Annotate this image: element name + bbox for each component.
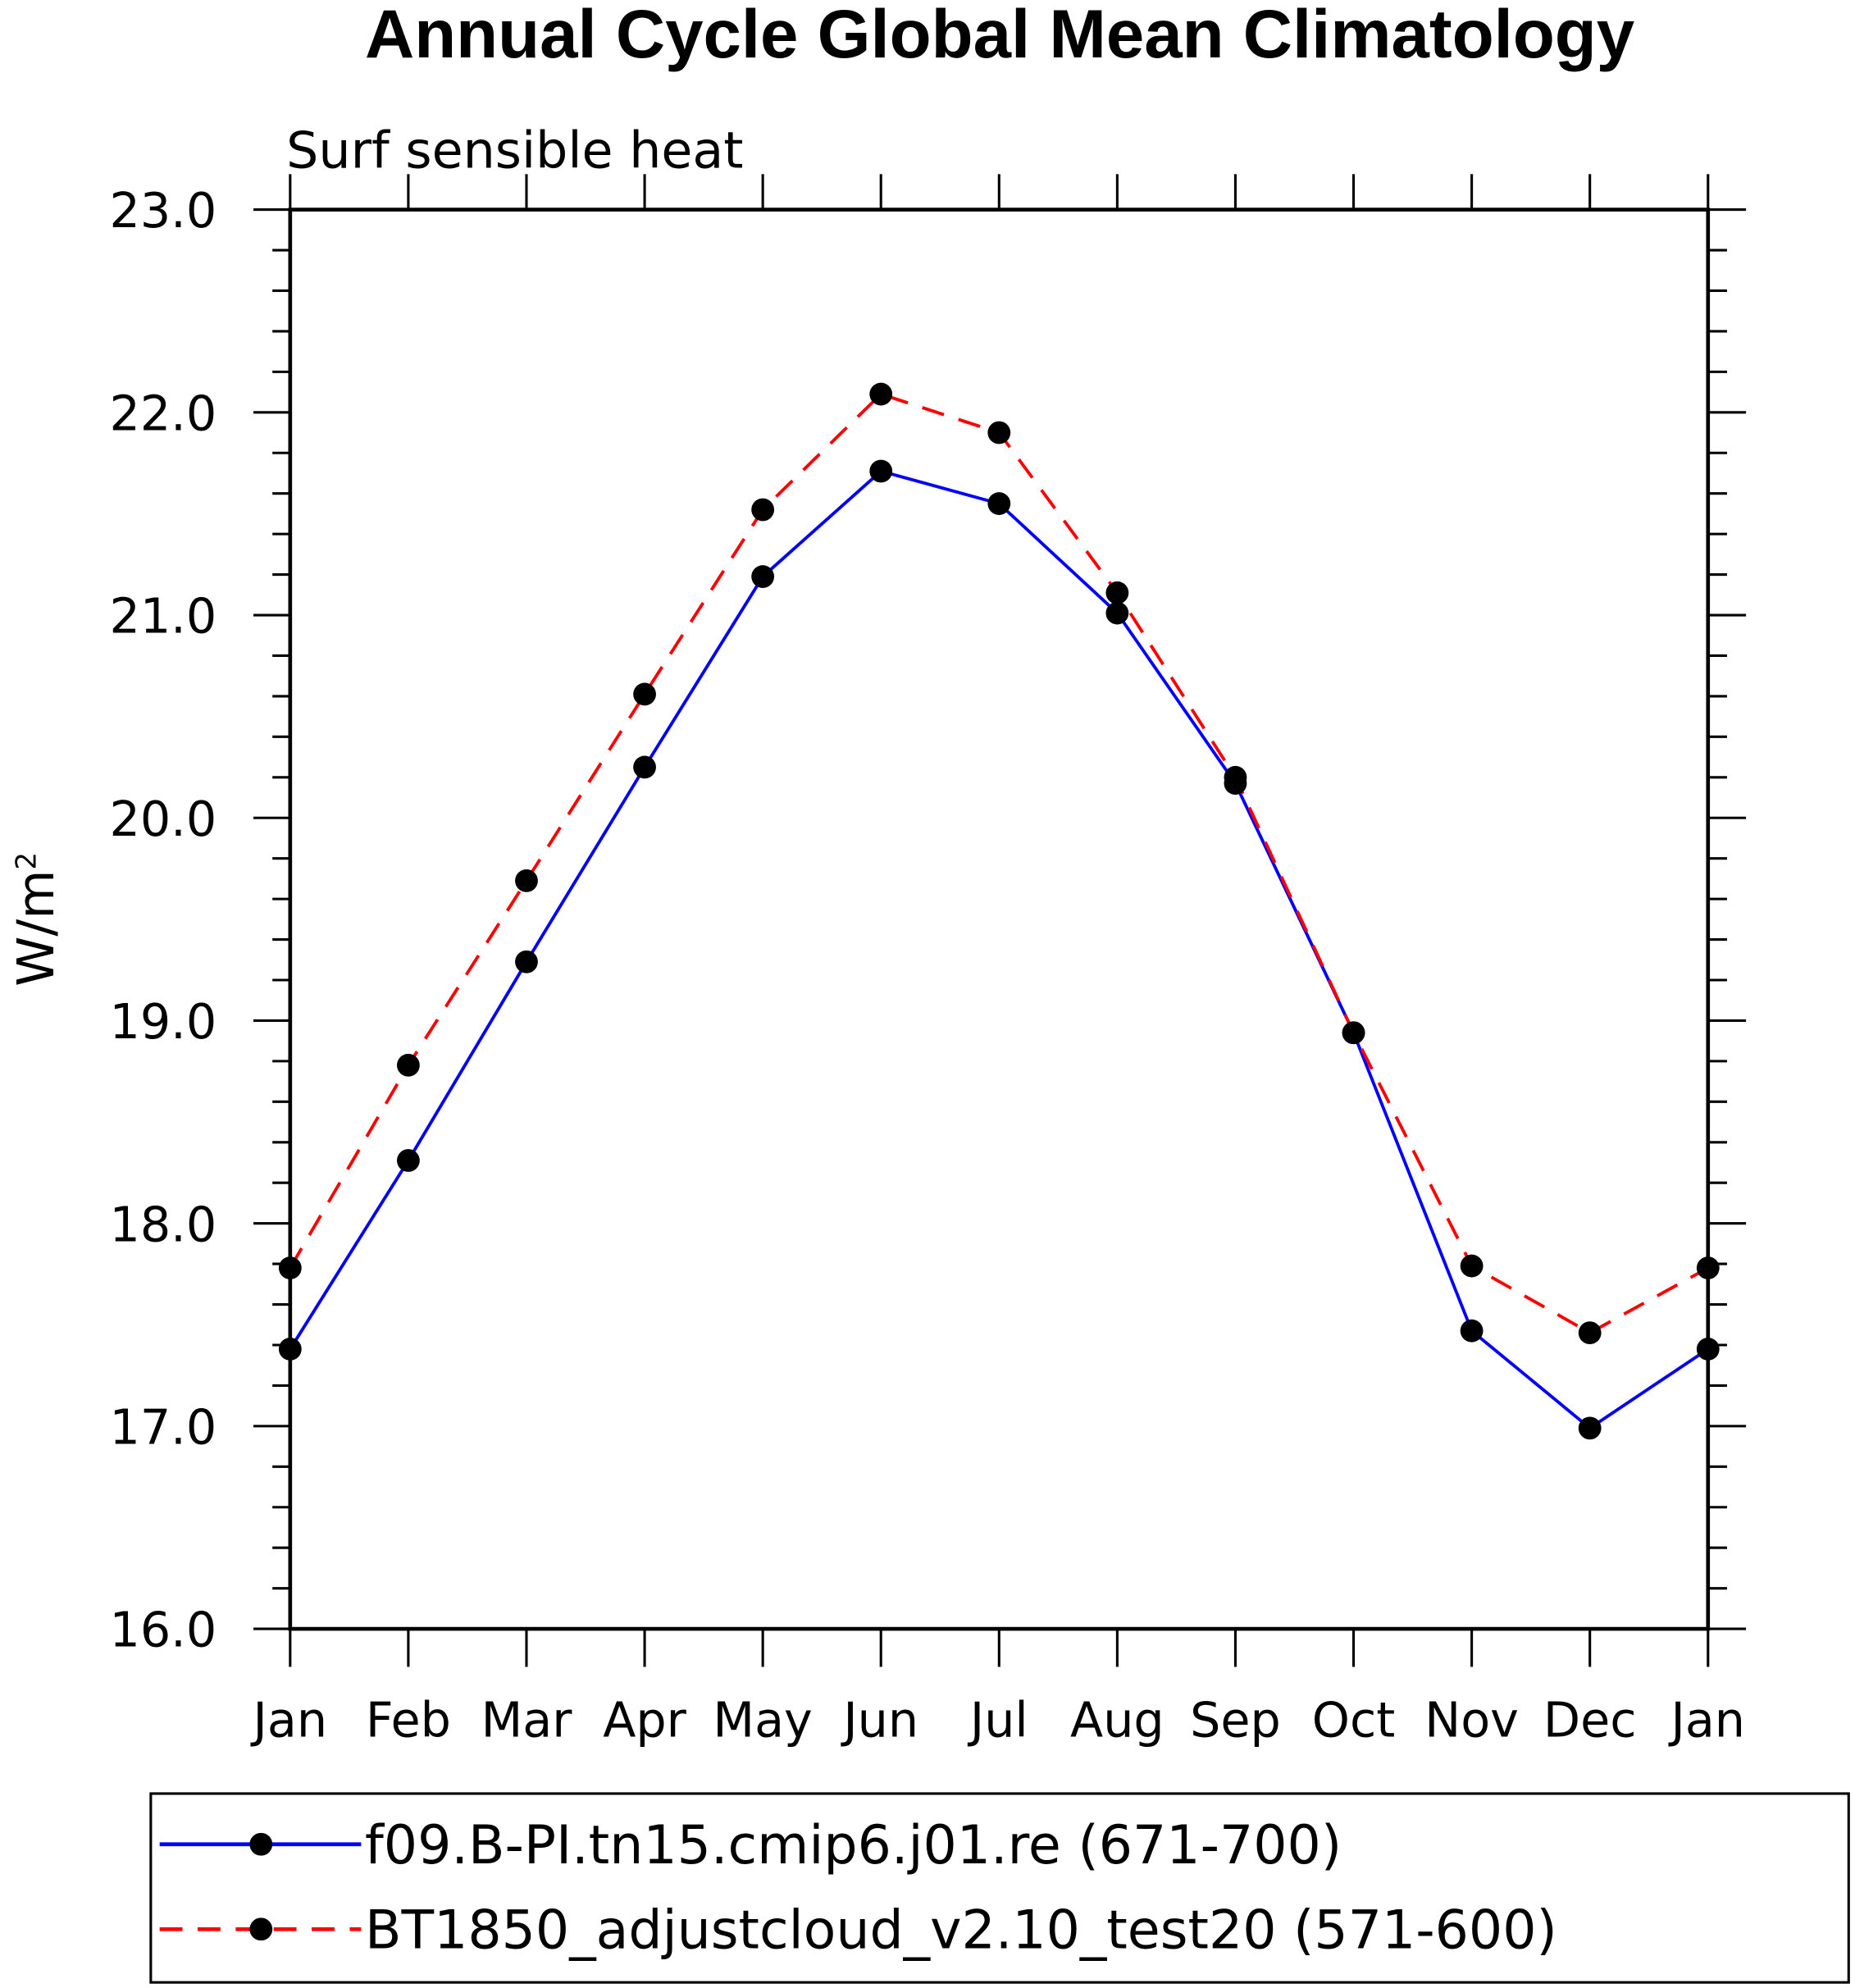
x-tick-label: Nov xyxy=(1424,1692,1519,1748)
data-point-s1-0 xyxy=(278,1256,302,1279)
legend: f09.B-PI.tn15.cmip6.j01.re (671-700) BT1… xyxy=(149,1792,1850,1984)
data-point-s0-0 xyxy=(278,1338,302,1361)
data-point-s1-1 xyxy=(396,1053,420,1077)
data-point-s0-11 xyxy=(1578,1416,1602,1440)
x-tick-label: May xyxy=(713,1692,812,1748)
x-tick-label: Mar xyxy=(481,1692,573,1748)
series-line-0 xyxy=(289,469,1709,1430)
y-tick-label: 18.0 xyxy=(109,1197,216,1252)
y-axis-label: W/m2 xyxy=(7,852,66,987)
data-point-s1-5 xyxy=(869,382,893,406)
series-group xyxy=(278,382,1720,1440)
legend-label-0: f09.B-PI.tn15.cmip6.j01.re (671-700) xyxy=(365,1815,1342,1876)
data-point-s1-10 xyxy=(1460,1254,1484,1278)
data-point-s0-2 xyxy=(515,950,538,973)
data-point-s1-4 xyxy=(751,498,775,522)
x-tick-label: Jan xyxy=(1668,1692,1745,1748)
legend-label-1: BT1850_adjustcloud_v2.10_test20 (571-600… xyxy=(365,1899,1557,1961)
data-point-s1-9 xyxy=(1342,1021,1365,1045)
chart-subtitle: Surf sensible heat xyxy=(286,121,743,180)
y-tick-label: 20.0 xyxy=(109,791,216,847)
x-tick-label: Feb xyxy=(366,1692,451,1748)
x-tick-label: Sep xyxy=(1190,1692,1281,1748)
data-point-s0-7 xyxy=(1105,601,1129,625)
y-tick-label: 22.0 xyxy=(109,385,216,441)
y-axis-label-superscript: 2 xyxy=(10,852,43,870)
data-point-s0-6 xyxy=(987,492,1011,515)
legend-frame xyxy=(149,1792,1850,1984)
x-tick-label: Jun xyxy=(840,1692,918,1748)
data-point-s1-12 xyxy=(1696,1256,1720,1279)
data-point-s1-6 xyxy=(987,421,1011,445)
data-point-s1-11 xyxy=(1578,1321,1602,1345)
data-point-s0-4 xyxy=(751,565,775,588)
data-point-s1-8 xyxy=(1224,765,1247,789)
data-point-s1-2 xyxy=(515,869,538,892)
y-tick-label: 21.0 xyxy=(109,589,216,645)
svg-text:W/m2: W/m2 xyxy=(7,852,66,987)
x-tick-label: Dec xyxy=(1543,1692,1637,1748)
x-tick-label: Jan xyxy=(250,1692,328,1748)
data-point-s0-1 xyxy=(396,1149,420,1172)
x-tick-label: Jul xyxy=(967,1692,1028,1748)
y-axis-label-text: W/m xyxy=(7,870,66,987)
data-point-s1-7 xyxy=(1105,581,1129,604)
y-tick-label: 23.0 xyxy=(109,183,216,239)
data-point-s1-3 xyxy=(633,682,656,706)
data-point-s0-10 xyxy=(1460,1319,1484,1343)
legend-marker-blue xyxy=(249,1832,273,1856)
legend-marker-red xyxy=(249,1917,273,1941)
x-tick-label: Apr xyxy=(603,1692,686,1748)
series-line-1 xyxy=(289,392,1709,1335)
data-point-s0-12 xyxy=(1696,1338,1720,1361)
x-tick-label: Oct xyxy=(1312,1692,1395,1748)
x-tick-label: Aug xyxy=(1070,1692,1165,1748)
y-tick-label: 17.0 xyxy=(109,1400,216,1456)
axis-ticks: 16.0 17.0 18.0 19.0 20.0 21.0 22.0 23.0 Jan Feb Ma… xyxy=(109,174,1747,1748)
y-tick-label: 16.0 xyxy=(109,1603,216,1658)
chart-title: Annual Cycle Global Mean Climatology xyxy=(365,0,1634,72)
data-point-s0-3 xyxy=(633,755,656,779)
y-tick-label: 19.0 xyxy=(109,994,216,1050)
data-point-s0-5 xyxy=(869,459,893,483)
